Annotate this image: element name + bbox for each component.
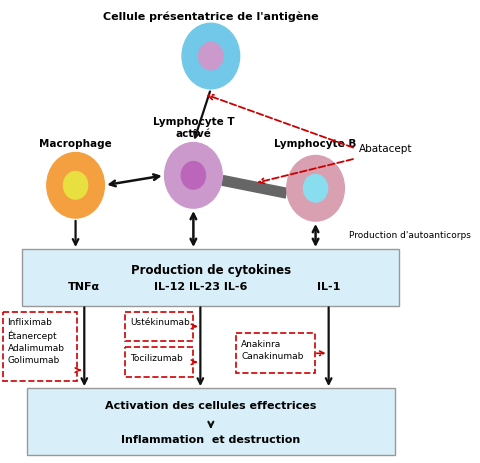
Circle shape [181, 162, 205, 189]
Circle shape [47, 152, 104, 218]
Circle shape [63, 171, 88, 199]
Text: IL-12 IL-23 IL-6: IL-12 IL-23 IL-6 [154, 282, 247, 292]
Text: Lymphocyte T
activé: Lymphocyte T activé [153, 117, 234, 138]
Text: IL-1: IL-1 [317, 282, 340, 292]
Text: Macrophage: Macrophage [39, 138, 112, 149]
Text: Infliximab
Étanercept
Adalimumab
Golimumab: Infliximab Étanercept Adalimumab Golimum… [8, 319, 64, 365]
Text: Anakinra
Canakinumab: Anakinra Canakinumab [241, 340, 304, 361]
Text: Cellule présentatrice de l'antigène: Cellule présentatrice de l'antigène [103, 11, 319, 22]
Circle shape [199, 42, 223, 70]
FancyBboxPatch shape [27, 388, 395, 455]
Text: Lymphocyte B: Lymphocyte B [275, 138, 357, 149]
FancyBboxPatch shape [23, 249, 399, 306]
Circle shape [287, 156, 344, 221]
Circle shape [165, 143, 222, 208]
Text: Activation des cellules effectrices: Activation des cellules effectrices [105, 401, 316, 411]
Text: Production de cytokines: Production de cytokines [131, 264, 291, 277]
Circle shape [303, 175, 328, 202]
Text: Abatacept: Abatacept [359, 144, 413, 154]
Text: TNFα: TNFα [68, 282, 100, 292]
Circle shape [182, 23, 240, 89]
Text: Production d'autoanticorps: Production d'autoanticorps [349, 231, 470, 240]
Text: Inflammation  et destruction: Inflammation et destruction [121, 435, 300, 445]
Text: Ustékinumab: Ustékinumab [131, 319, 190, 327]
Text: Tocilizumab: Tocilizumab [131, 354, 183, 363]
